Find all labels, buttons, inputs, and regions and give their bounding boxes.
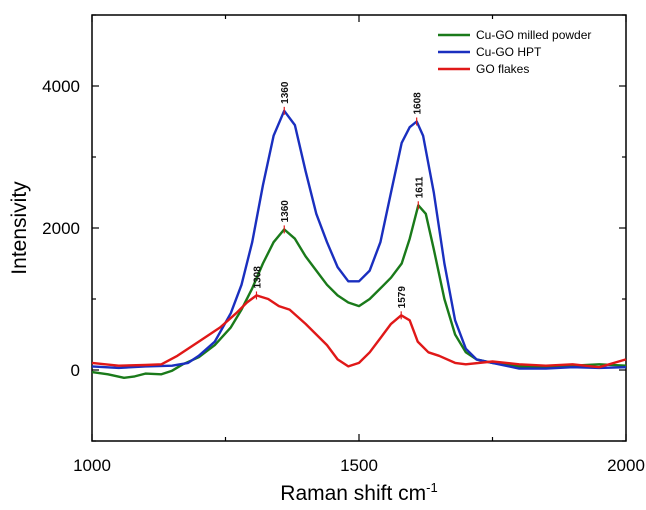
peak-label: 1608 [413,92,424,115]
peak-label: 1611 [414,176,425,198]
y-axis-title: Intensivity [8,181,31,275]
series-line-cu-go-milled-powder [91,204,627,379]
x-axis-title-superscript: -1 [426,480,438,495]
x-tick-label: 1000 [73,456,111,475]
axis-tick-labels: 1000 1500 2000 0 2000 4000 [42,77,645,475]
legend-label: GO flakes [476,62,529,76]
legend: Cu-GO milled powder Cu-GO HPT GO flakes [438,28,591,76]
legend-label: Cu-GO HPT [476,45,542,59]
peak-label: 1579 [397,286,408,309]
y-tick-label: 4000 [42,77,80,96]
x-tick-label: 1500 [340,456,378,475]
series-line-go-flakes [91,294,627,369]
peak-label: 1360 [280,200,291,223]
peak-label: 1308 [252,266,263,289]
peak-markers: 1360 1608 1360 1611 1308 1579 [252,81,425,320]
peak-label: 1360 [280,81,291,104]
x-axis-title-main: Raman shift cm [280,482,426,505]
legend-label: Cu-GO milled powder [476,28,591,42]
y-tick-label: 2000 [42,219,80,238]
plot-frame [91,14,627,442]
series-lines [91,109,627,379]
series-line-cu-go-hpt [91,109,627,370]
y-tick-label: 0 [71,361,80,380]
x-tick-label: 2000 [607,456,645,475]
axis-ticks [91,14,627,442]
x-axis-title: Raman shift cm-1 [280,480,437,505]
